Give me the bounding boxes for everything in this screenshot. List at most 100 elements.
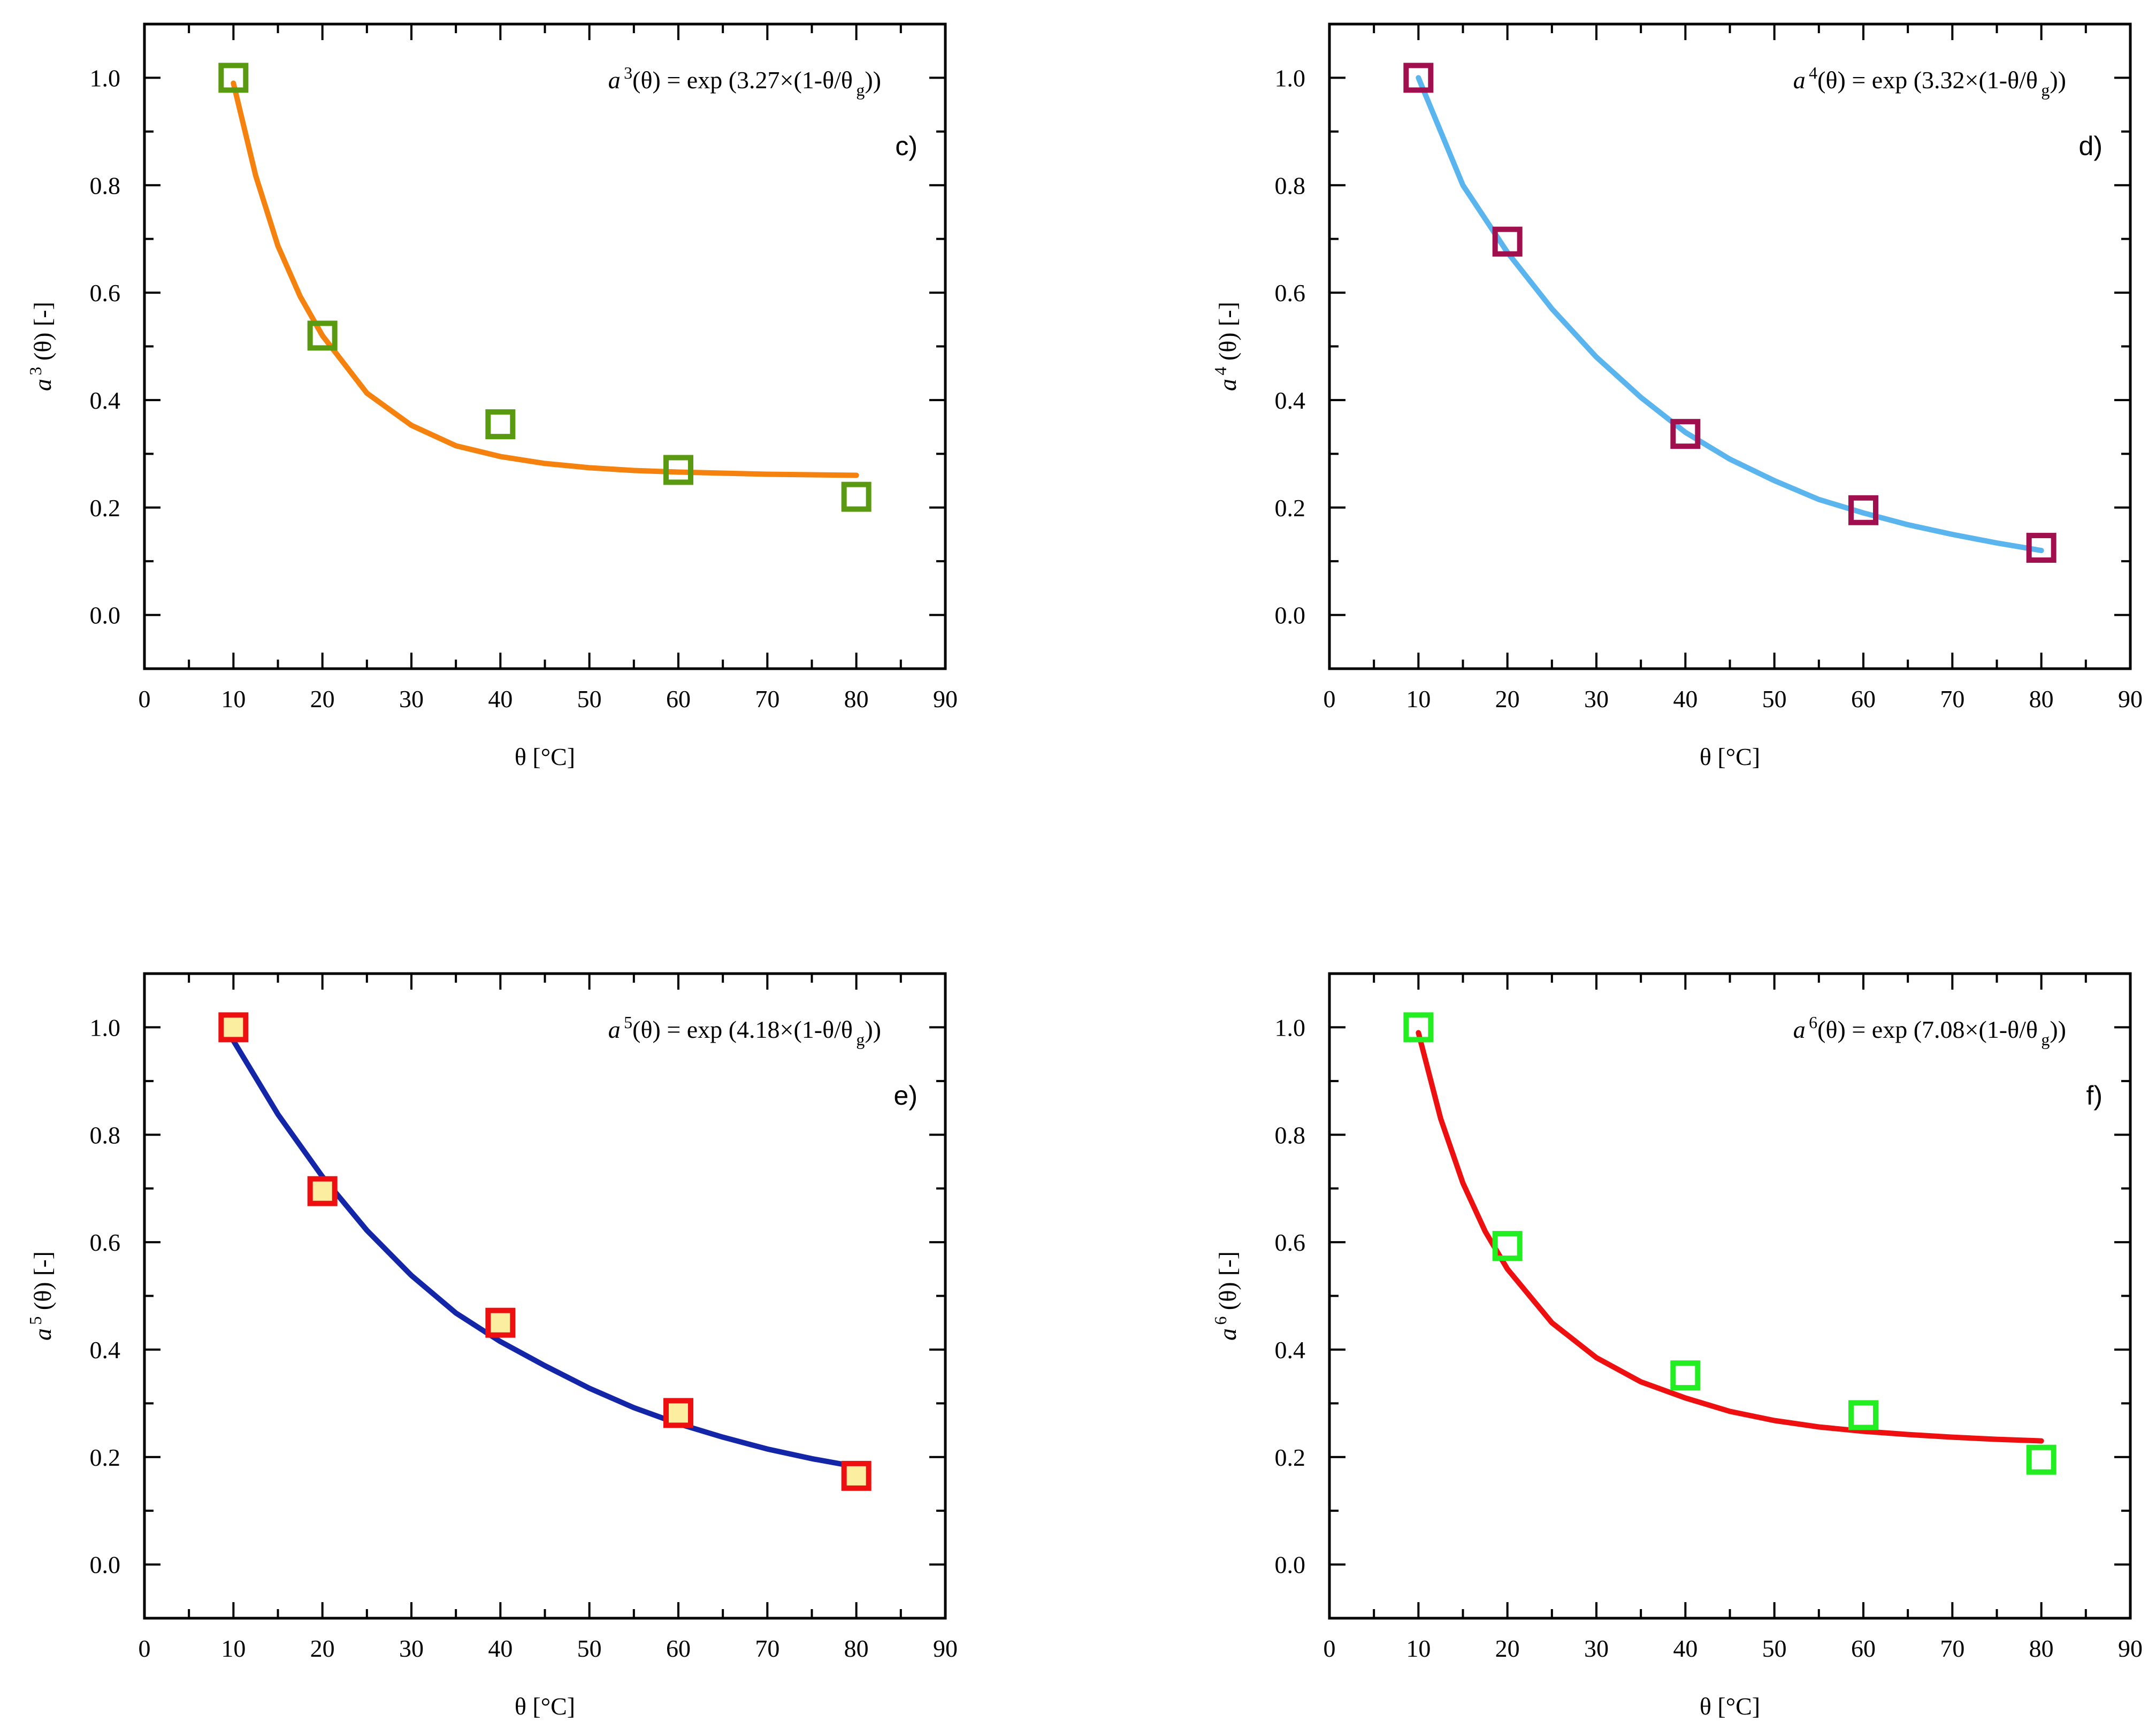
data-point (1492, 226, 1523, 257)
x-tick-label: 50 (577, 1635, 602, 1662)
chart-panel-f: 0 10 20 30 40 50 60 70 80 90 0.0 0.2 0.4 0.6 0.8 1.0 θ [… (1211, 972, 2143, 1720)
data-point (1492, 1231, 1523, 1261)
data-point (1670, 419, 1701, 449)
y-tick-label: 0.4 (90, 1336, 121, 1364)
chart-panels: 0 10 20 30 40 50 60 70 80 90 0.0 0.2 0.4 0.6 0.8 1.0 θ [… (26, 22, 2143, 1720)
y-tick-label: 0.6 (90, 1229, 121, 1256)
data-point (841, 481, 871, 512)
x-tick-label: 80 (844, 1635, 869, 1662)
y-tick-label: 0.2 (90, 1444, 121, 1471)
x-tick-label: 30 (1584, 1635, 1609, 1662)
panel-label: c) (895, 131, 918, 161)
x-tick-label: 10 (1406, 1635, 1431, 1662)
y-tick-label: 0.0 (90, 1551, 121, 1579)
x-tick-label: 60 (1851, 685, 1876, 713)
x-tick-label: 0 (139, 685, 151, 713)
x-tick-label: 70 (755, 685, 779, 713)
y-tick-label: 0.8 (1275, 1121, 1306, 1149)
y-axis-label: a 6 (θ) [-] (1211, 1251, 1241, 1341)
y-tick-label: 1.0 (90, 1014, 121, 1041)
x-tick-label: 0 (139, 1635, 151, 1662)
x-tick-label: 90 (2118, 1635, 2143, 1662)
data-point (218, 63, 249, 93)
y-tick-label: 0.2 (1275, 1444, 1306, 1471)
x-axis-label: θ [°C] (515, 1693, 575, 1720)
data-point (1403, 63, 1434, 93)
x-tick-label: 90 (2118, 685, 2143, 713)
data-point (663, 1398, 693, 1428)
plot-frame (143, 22, 947, 670)
y-tick-label: 0.6 (90, 279, 121, 307)
fit-curve (231, 80, 859, 478)
y-tick-label: 1.0 (1275, 1014, 1306, 1041)
y-tick-label: 0.2 (90, 494, 121, 522)
data-point (663, 455, 693, 485)
chart-panel-d: 0 10 20 30 40 50 60 70 80 90 0.0 0.2 0.4 0.6 0.8 1.0 θ [… (1211, 22, 2143, 770)
y-axis-label: a 5 (θ) [-] (26, 1251, 56, 1341)
chart-panel-c: 0 10 20 30 40 50 60 70 80 90 0.0 0.2 0.4 0.6 0.8 1.0 θ [… (26, 22, 958, 770)
x-axis-label: θ [°C] (1700, 1693, 1760, 1720)
fit-curve (1416, 1030, 2044, 1444)
data-point (2026, 533, 2056, 563)
y-tick-label: 0.0 (90, 602, 121, 629)
x-tick-label: 60 (1851, 1635, 1876, 1662)
x-tick-label: 20 (1495, 1635, 1520, 1662)
y-tick-label: 0.2 (1275, 494, 1306, 522)
panel-label: f) (2086, 1081, 2103, 1111)
y-tick-label: 0.8 (1275, 172, 1306, 199)
plot-frame (1328, 972, 2132, 1620)
x-tick-label: 30 (1584, 685, 1609, 713)
x-tick-label: 20 (310, 1635, 335, 1662)
y-tick-label: 0.4 (1275, 387, 1306, 414)
x-tick-label: 10 (221, 1635, 246, 1662)
data-point (2026, 1444, 2056, 1475)
panel-label: e) (894, 1081, 918, 1111)
y-axis-label: a 4 (θ) [-] (1211, 302, 1241, 391)
x-tick-label: 40 (1673, 1635, 1698, 1662)
data-point (307, 1176, 338, 1206)
x-tick-label: 80 (844, 685, 869, 713)
fit-equation: a 4(θ) = exp (3.32×(1-θ/θ g)) (1793, 63, 2066, 99)
plot-frame (1328, 22, 2132, 670)
x-tick-label: 40 (488, 1635, 513, 1662)
x-tick-label: 70 (755, 1635, 779, 1662)
y-tick-label: 1.0 (90, 64, 121, 91)
y-tick-label: 0.0 (1275, 1551, 1306, 1579)
x-tick-label: 90 (933, 1635, 958, 1662)
x-tick-label: 70 (1940, 1635, 1964, 1662)
data-point (307, 320, 338, 351)
x-tick-label: 50 (1762, 1635, 1787, 1662)
y-tick-label: 0.4 (1275, 1336, 1306, 1364)
data-point (1670, 1360, 1701, 1391)
x-tick-label: 30 (399, 685, 424, 713)
x-tick-label: 80 (2029, 685, 2054, 713)
x-tick-label: 50 (577, 685, 602, 713)
chart-panel-e: 0 10 20 30 40 50 60 70 80 90 0.0 0.2 0.4 0.6 0.8 1.0 θ [… (26, 972, 958, 1720)
x-tick-label: 40 (1673, 685, 1698, 713)
plot-frame (143, 972, 947, 1620)
x-axis-label: θ [°C] (515, 743, 575, 770)
x-tick-label: 20 (310, 685, 335, 713)
fit-curve (1416, 75, 2044, 554)
y-tick-label: 1.0 (1275, 64, 1306, 91)
data-point (1848, 1400, 1878, 1430)
x-tick-label: 0 (1324, 1635, 1336, 1662)
fit-equation: a 3(θ) = exp (3.27×(1-θ/θ g)) (608, 63, 881, 99)
y-tick-label: 0.6 (1275, 279, 1306, 307)
x-tick-label: 0 (1324, 685, 1336, 713)
fit-curve (231, 1038, 859, 1469)
data-point (485, 1307, 516, 1338)
x-tick-label: 80 (2029, 1635, 2054, 1662)
x-axis-label: θ [°C] (1700, 743, 1760, 770)
data-point (1848, 495, 1878, 525)
x-tick-label: 40 (488, 685, 513, 713)
x-tick-label: 60 (666, 685, 691, 713)
data-point (841, 1460, 871, 1491)
data-point (218, 1012, 249, 1043)
panel-label: d) (2079, 131, 2103, 161)
fit-equation: a 5(θ) = exp (4.18×(1-θ/θ g)) (608, 1013, 881, 1049)
x-tick-label: 90 (933, 685, 958, 713)
x-tick-label: 30 (399, 1635, 424, 1662)
x-tick-label: 50 (1762, 685, 1787, 713)
